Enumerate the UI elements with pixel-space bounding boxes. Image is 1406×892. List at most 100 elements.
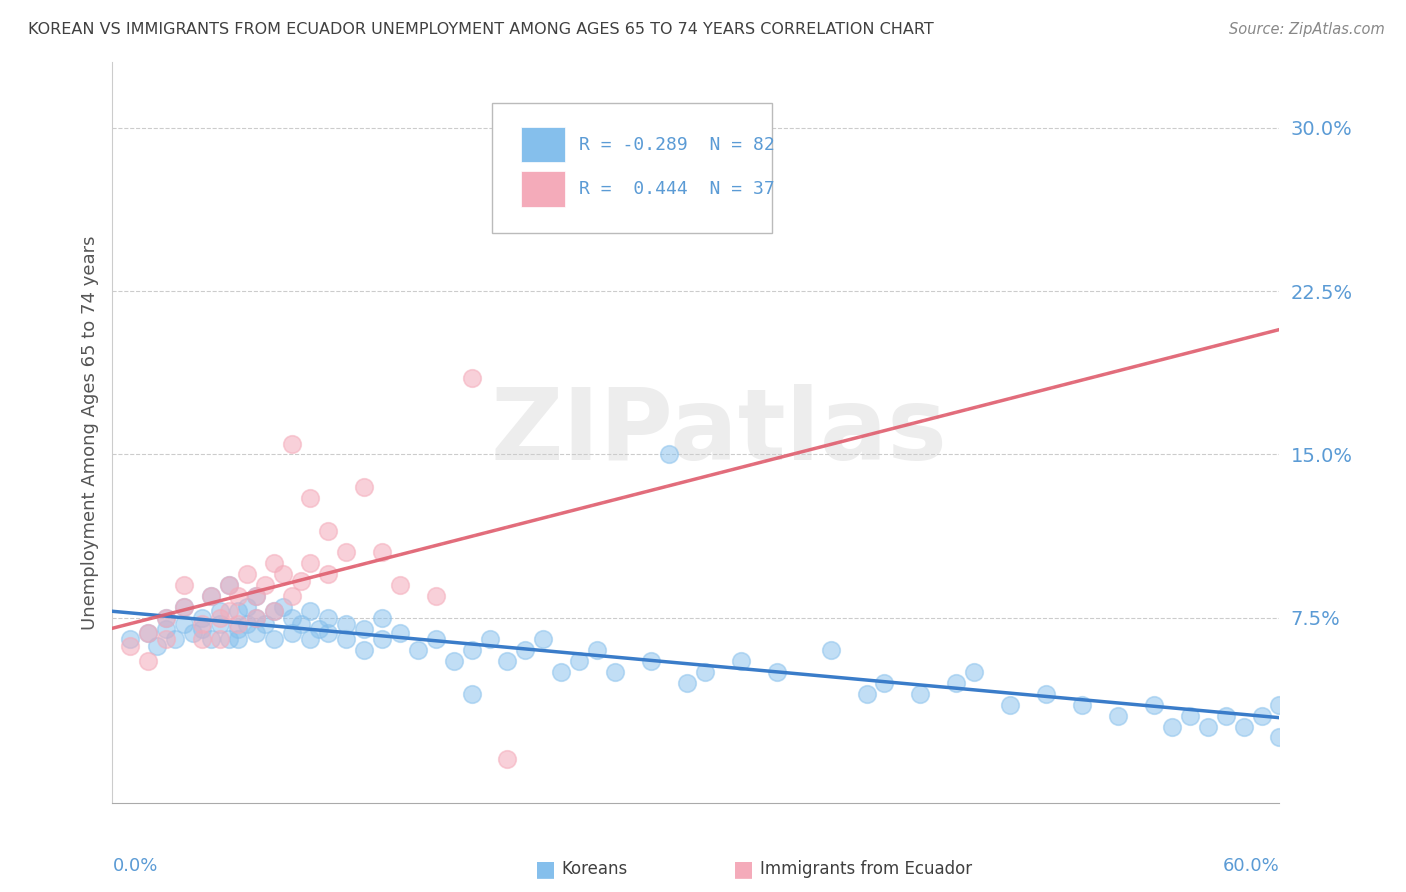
Point <box>316 611 339 625</box>
Point <box>1250 708 1272 723</box>
Point <box>155 611 177 625</box>
Point <box>200 589 222 603</box>
Y-axis label: Unemployment Among Ages 65 to 74 years: Unemployment Among Ages 65 to 74 years <box>80 235 98 630</box>
Point <box>245 589 267 603</box>
Point <box>281 589 304 603</box>
Point <box>271 567 294 582</box>
Point <box>1160 720 1182 734</box>
Point <box>218 578 240 592</box>
Point <box>1071 698 1094 712</box>
Point <box>191 617 214 632</box>
Point <box>120 639 142 653</box>
Point <box>191 611 214 625</box>
Point <box>730 654 752 668</box>
Point <box>191 622 214 636</box>
Point <box>254 578 277 592</box>
Point <box>586 643 609 657</box>
Point <box>245 626 267 640</box>
Point <box>910 687 932 701</box>
Point <box>1215 708 1237 723</box>
Point <box>496 654 519 668</box>
Point <box>165 632 187 647</box>
Point <box>236 599 259 614</box>
Point <box>316 567 339 582</box>
Point <box>209 604 232 618</box>
Point <box>226 604 249 618</box>
Point <box>945 676 967 690</box>
Point <box>226 589 249 603</box>
Text: Koreans: Koreans <box>562 861 628 879</box>
Point <box>998 698 1021 712</box>
Point <box>531 632 554 647</box>
Point <box>226 617 249 632</box>
Point <box>353 480 375 494</box>
Bar <box>520 171 565 207</box>
Point <box>263 604 285 618</box>
Point <box>254 617 277 632</box>
Point <box>200 589 222 603</box>
Point <box>263 604 285 618</box>
Point <box>226 622 249 636</box>
Point <box>218 604 240 618</box>
Point <box>1232 720 1254 734</box>
Point <box>138 654 160 668</box>
Point <box>1107 708 1129 723</box>
Point <box>1197 720 1219 734</box>
Point <box>290 574 312 588</box>
Point <box>1268 698 1291 712</box>
Point <box>218 632 240 647</box>
Point <box>281 626 304 640</box>
Text: ■: ■ <box>734 859 755 880</box>
Bar <box>520 127 565 162</box>
Point <box>138 626 160 640</box>
Point <box>873 676 896 690</box>
Point <box>460 643 482 657</box>
Point <box>640 654 662 668</box>
Point <box>388 578 411 592</box>
Point <box>146 639 169 653</box>
Point <box>226 632 249 647</box>
Point <box>425 632 447 647</box>
Point <box>173 617 195 632</box>
Point <box>406 643 429 657</box>
Point <box>1178 708 1201 723</box>
Point <box>155 611 177 625</box>
Point <box>1268 731 1291 745</box>
Point <box>173 599 195 614</box>
Point <box>605 665 627 680</box>
Point <box>388 626 411 640</box>
Point <box>298 632 321 647</box>
Point <box>236 617 259 632</box>
Point <box>335 545 357 559</box>
Point <box>173 578 195 592</box>
Point <box>263 556 285 570</box>
Point <box>658 447 681 461</box>
Point <box>855 687 877 701</box>
Text: 0.0%: 0.0% <box>112 857 157 875</box>
Point <box>316 626 339 640</box>
Point <box>353 622 375 636</box>
Point <box>515 643 537 657</box>
Point <box>425 589 447 603</box>
Point <box>281 611 304 625</box>
Point <box>191 632 214 647</box>
Point <box>298 491 321 505</box>
Point <box>550 665 572 680</box>
Point <box>155 632 177 647</box>
Point <box>496 752 519 766</box>
Point <box>308 622 330 636</box>
Point <box>460 687 482 701</box>
Point <box>209 617 232 632</box>
Point <box>245 611 267 625</box>
Point <box>460 371 482 385</box>
Point <box>245 589 267 603</box>
Text: 60.0%: 60.0% <box>1223 857 1279 875</box>
Point <box>271 599 294 614</box>
Point <box>443 654 465 668</box>
Point <box>335 632 357 647</box>
Point <box>963 665 986 680</box>
Point <box>181 626 204 640</box>
Point <box>263 632 285 647</box>
Point <box>676 676 699 690</box>
Point <box>298 604 321 618</box>
